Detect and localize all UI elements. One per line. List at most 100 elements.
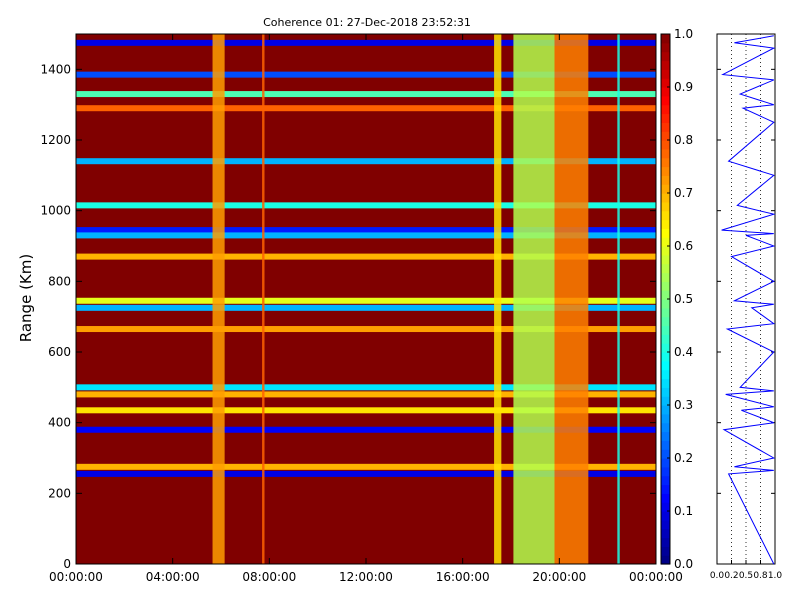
y-tick-label: 400: [48, 416, 71, 430]
horizontal-band: [76, 91, 656, 98]
vertical-band: [513, 34, 555, 564]
colorbar-segment: [661, 237, 670, 247]
colorbar-segment: [661, 201, 670, 212]
colorbar-segment: [661, 378, 670, 388]
x-tick-label: 16:00:00: [436, 570, 490, 584]
horizontal-band: [76, 202, 656, 209]
colorbar-segment: [661, 484, 670, 494]
colorbar-segment: [661, 528, 670, 539]
colorbar-segment: [661, 95, 670, 106]
colorbar-segment: [661, 449, 670, 459]
heatmap-x-axis: 00:00:00 04:00:00 08:00:00 12:00:00 16:00:00…: [49, 34, 683, 584]
colorbar-segment: [661, 140, 670, 150]
colorbar-segment: [661, 51, 670, 62]
colorbar-tick-label: 0.2: [674, 451, 693, 465]
colorbar-segment: [661, 113, 670, 123]
vertical-band: [554, 34, 589, 564]
x-tick-label: 12:00:00: [339, 570, 393, 584]
y-axis-label: Range (Km): [17, 254, 35, 342]
colorbar-segment: [661, 325, 670, 335]
heatmap-plot: [75, 33, 657, 565]
colorbar-segment: [661, 502, 670, 512]
profile-x-tick-label: 0.2: [724, 571, 738, 581]
horizontal-band: [76, 326, 656, 333]
x-tick-label: 00:00:00: [629, 570, 683, 584]
coherence-profile-plot: 0.0 0.2 0.5 0.8 1.0: [710, 33, 783, 581]
horizontal-band: [76, 158, 656, 165]
colorbar-segment: [661, 87, 670, 97]
colorbar-tick-label: 0.6: [674, 239, 693, 253]
colorbar-segment: [661, 334, 670, 344]
colorbar-segment: [661, 493, 670, 503]
colorbar-segment: [661, 193, 670, 203]
horizontal-band: [76, 304, 656, 311]
colorbar-segment: [661, 511, 670, 521]
colorbar-tick-label: 0.0: [674, 557, 693, 571]
colorbar-segment: [661, 69, 670, 79]
y-tick-label: 200: [48, 486, 71, 500]
coherence-profile-line: [721, 35, 776, 565]
colorbar-tick-label: 0.9: [674, 80, 693, 94]
horizontal-band: [76, 470, 656, 477]
colorbar-tick-label: 0.8: [674, 133, 693, 147]
horizontal-band: [76, 71, 656, 78]
horizontal-band: [76, 391, 656, 398]
profile-x-tick-label: 0.8: [753, 571, 768, 581]
colorbar-segment: [661, 307, 670, 318]
colorbar-segment: [661, 475, 670, 486]
colorbar-segment: [661, 219, 670, 229]
colorbar-segment: [661, 555, 670, 565]
colorbar-tick-label: 0.4: [674, 345, 693, 359]
x-tick-label: 04:00:00: [146, 570, 200, 584]
horizontal-band: [76, 426, 656, 433]
colorbar-segment: [661, 405, 670, 415]
heatmap-y-axis: 0 200 400 600 800 1000 1200 1400: [40, 62, 656, 571]
colorbar-segment: [661, 175, 670, 185]
y-tick-label: 0: [63, 557, 71, 571]
horizontal-band: [76, 384, 656, 391]
y-tick-label: 1400: [40, 62, 71, 76]
x-tick-label: 20:00:00: [532, 570, 586, 584]
horizontal-band: [76, 227, 656, 234]
colorbar-tick-label: 0.5: [674, 292, 693, 306]
colorbar-segment: [661, 431, 670, 441]
x-tick-label: 08:00:00: [242, 570, 296, 584]
colorbar-segment: [661, 316, 670, 327]
colorbar-segment: [661, 42, 670, 53]
colorbar-segment: [661, 281, 670, 291]
chart-title: Coherence 01: 27-Dec-2018 23:52:31: [263, 16, 471, 29]
colorbar-segment: [661, 78, 670, 88]
vertical-band: [494, 34, 502, 564]
colorbar-tick-label: 1.0: [674, 27, 693, 41]
horizontal-band: [76, 463, 656, 470]
vertical-band: [262, 34, 265, 564]
colorbar-segment: [661, 148, 670, 159]
y-tick-label: 1000: [40, 204, 71, 218]
colorbar-segment: [661, 131, 670, 141]
colorbar-segment: [661, 369, 670, 380]
profile-x-tick-label: 0.0: [710, 571, 725, 581]
y-tick-label: 800: [48, 274, 71, 288]
horizontal-band: [76, 105, 656, 112]
colorbar-segment: [661, 263, 670, 274]
y-tick-label: 600: [48, 345, 71, 359]
colorbar-segment: [661, 184, 670, 194]
colorbar-segment: [661, 458, 670, 468]
colorbar-segment: [661, 466, 670, 477]
colorbar-segment: [661, 210, 670, 221]
vertical-band: [212, 34, 225, 564]
colorbar-segment: [661, 343, 670, 353]
x-tick-label: 00:00:00: [49, 570, 103, 584]
colorbar-segment: [661, 228, 670, 238]
colorbar-segment: [661, 166, 670, 176]
colorbar-segment: [661, 440, 670, 450]
profile-x-tick-label: 0.5: [739, 571, 753, 581]
colorbar-segment: [661, 537, 670, 547]
profile-x-tick-label: 1.0: [768, 571, 783, 581]
colorbar-tick-label: 0.7: [674, 186, 693, 200]
colorbar-segment: [661, 360, 670, 371]
colorbar-segment: [661, 272, 670, 282]
horizontal-band: [76, 253, 656, 260]
colorbar-segment: [661, 34, 670, 44]
